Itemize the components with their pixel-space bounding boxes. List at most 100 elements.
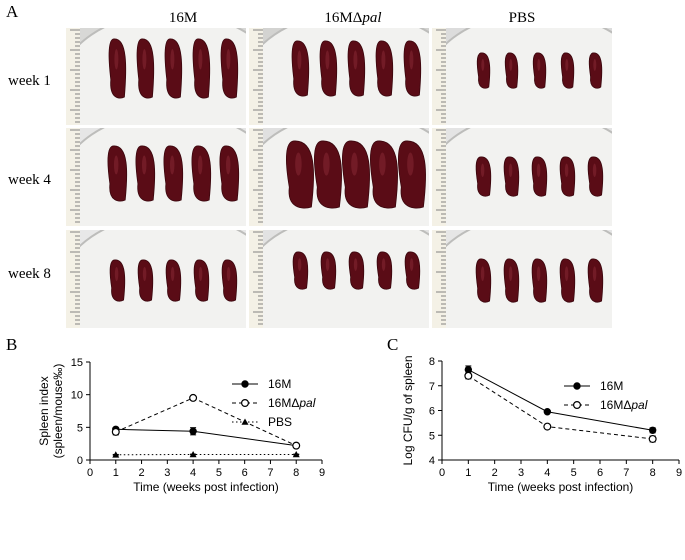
x-tick-label: 5: [216, 467, 222, 479]
spleen-specimen: [587, 258, 604, 303]
x-tick-label: 6: [242, 467, 248, 479]
x-tick-label: 7: [267, 467, 273, 479]
x-tick-label: 0: [439, 467, 445, 479]
column-header-text: 16M: [168, 10, 198, 26]
data-point: [112, 451, 120, 458]
legend-marker: [241, 398, 250, 407]
legend-marker: [573, 400, 582, 409]
spleen-specimen: [163, 145, 184, 202]
column-header-pbs: PBS: [447, 10, 597, 27]
spleen-photo-16mdpal-week8: [249, 230, 429, 328]
spleen-photo-16m-week1: [66, 28, 246, 125]
x-tick-label: 1: [113, 467, 119, 479]
data-point: [543, 408, 552, 416]
spleen-specimen: [532, 52, 547, 89]
x-tick-label: 6: [597, 467, 603, 479]
spleen-specimen: [108, 38, 127, 99]
series-line-0: [115, 428, 297, 447]
x-tick-label: 8: [650, 467, 656, 479]
legend-label: 16M: [268, 377, 291, 391]
chart-c-log-cfu: 0 1 2 3 4 5 6 7 8 9 4 5 6 7 8 Time (weeks post infectio…: [401, 355, 682, 494]
panel-a-letter: A: [6, 2, 19, 21]
data-point: [648, 434, 657, 443]
legend-label: 16MΔpal: [268, 396, 316, 410]
spleen-specimen: [313, 140, 343, 209]
spleen-specimen: [347, 40, 366, 97]
spleen-specimen: [221, 259, 238, 302]
spleen-specimen: [348, 251, 365, 290]
spleen-specimen: [164, 38, 183, 99]
legend-label: PBS: [268, 415, 292, 429]
legend-marker: [241, 418, 249, 425]
row-label-week-4: week 4: [8, 172, 51, 188]
spleen-specimen: [285, 140, 315, 209]
y-tick-label: 0: [77, 455, 83, 467]
column-header-italic: pal: [362, 10, 382, 26]
spleen-specimen: [135, 145, 156, 202]
row-label-week-8: week 8: [8, 266, 51, 282]
spleen-specimen: [475, 156, 492, 197]
y-tick-label: 7: [429, 381, 435, 393]
spleen-specimen: [397, 140, 427, 209]
spleen-specimen: [291, 40, 310, 97]
legend-marker: [241, 380, 249, 388]
x-axis-label: Time (weeks post infection): [133, 480, 279, 494]
row-label-week-1: week 1: [8, 73, 51, 89]
spleen-specimen: [503, 156, 520, 197]
spleen-specimen: [559, 258, 576, 303]
panel-c-letter: C: [387, 335, 399, 354]
column-header-16m: 16M: [108, 10, 258, 27]
legend-label: 16M: [600, 379, 623, 393]
x-tick-label: 2: [138, 467, 144, 479]
spleen-specimen: [320, 251, 337, 290]
data-point: [648, 426, 657, 435]
spleen-specimen: [292, 251, 309, 290]
data-point: [464, 371, 473, 380]
legend-marker: [573, 382, 581, 390]
x-axis-label: Time (weeks post infection): [488, 480, 634, 494]
spleen-specimen: [503, 258, 520, 303]
x-tick-label: 2: [492, 467, 498, 479]
spleen-specimen: [404, 251, 421, 290]
spleen-specimen: [403, 40, 422, 97]
spleen-photo-16mdpal-week1: [249, 28, 429, 125]
spleen-specimen: [531, 156, 548, 197]
spleen-specimen: [375, 40, 394, 97]
y-tick-label: 6: [429, 406, 435, 418]
y-tick-label: 10: [71, 390, 83, 402]
spleen-specimen: [504, 52, 519, 89]
data-point: [189, 427, 197, 435]
spleen-specimen: [136, 38, 155, 99]
spleen-photo-pbs-week1: [432, 28, 612, 125]
spleen-specimen: [137, 259, 154, 302]
spleen-specimen: [476, 52, 491, 89]
column-header-text: 16MΔ: [324, 10, 363, 26]
spleen-specimen: [219, 145, 240, 202]
spleen-specimen: [587, 156, 604, 197]
data-point: [292, 450, 300, 458]
y-tick-label: 4: [429, 455, 435, 467]
x-tick-label: 0: [87, 467, 93, 479]
spleen-specimen: [341, 140, 371, 209]
spleen-specimen: [191, 145, 212, 202]
spleen-specimen: [475, 258, 492, 303]
spleen-specimen: [319, 40, 338, 97]
column-header-16m-delta-pal: 16MΔpal: [278, 10, 428, 27]
y-axis-label: Spleen index: [37, 376, 51, 445]
spleen-photo-pbs-week8: [432, 230, 612, 328]
x-tick-label: 7: [623, 467, 629, 479]
spleen-photo-pbs-week4: [432, 128, 612, 226]
data-point: [111, 427, 120, 436]
spleen-specimen: [559, 156, 576, 197]
y-tick-label: 5: [429, 430, 435, 442]
x-tick-label: 3: [518, 467, 524, 479]
x-tick-label: 9: [676, 467, 682, 479]
spleen-specimen: [107, 145, 128, 202]
spleen-photo-16m-week8: [66, 230, 246, 328]
y-tick-label: 15: [71, 357, 83, 369]
spleen-photo-16m-week4: [66, 128, 246, 226]
x-tick-label: 9: [319, 467, 325, 479]
x-tick-label: 5: [571, 467, 577, 479]
x-tick-label: 3: [164, 467, 170, 479]
y-tick-label: 8: [429, 356, 435, 368]
